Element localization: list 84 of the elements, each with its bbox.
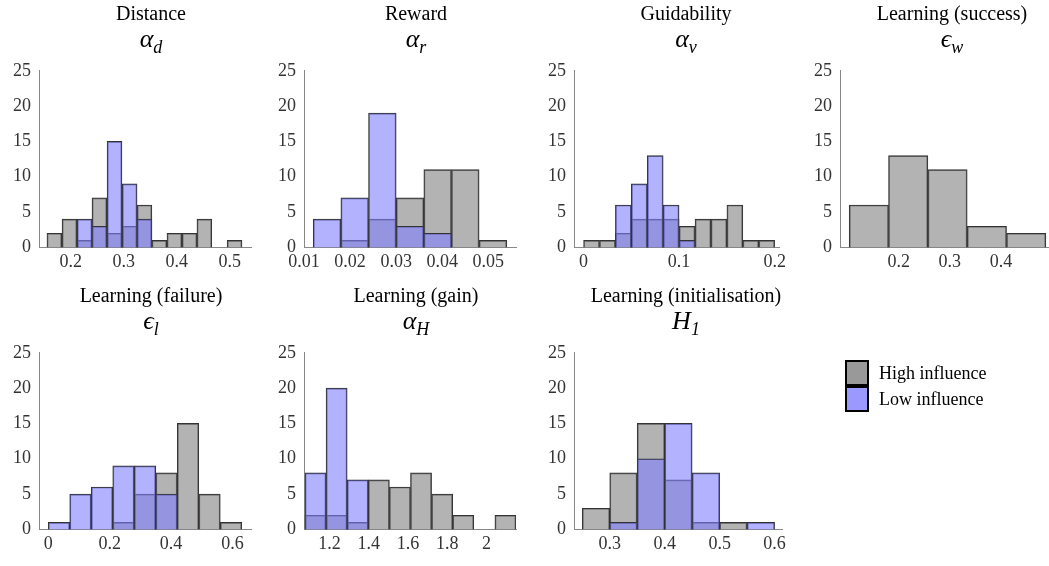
chart-subtitle: ϵ$_{l}$ [143, 306, 159, 341]
y-tick-label: 10 [278, 447, 296, 468]
x-tick-label: 0.04 [426, 250, 459, 271]
y-tick-label: 10 [13, 447, 31, 468]
chart-title: Learning (gain) [352, 284, 480, 307]
y-tick-label: 10 [548, 447, 566, 468]
y-tick-label: 20 [13, 376, 31, 397]
x-tick-label: 0.4 [159, 532, 183, 553]
y-tick-label: 5 [823, 200, 832, 221]
y-tick-label: 20 [13, 94, 31, 115]
y-tick-label: 25 [13, 59, 31, 80]
chart-title: Distance [115, 2, 187, 25]
x-tick-label: 1.6 [396, 532, 420, 553]
y-tick-label: 15 [13, 130, 31, 151]
x-tick-label: 0.05 [472, 250, 505, 271]
legend-label: High influence [879, 362, 987, 384]
y-tick-label: 20 [278, 94, 296, 115]
y-tick-label: 5 [22, 482, 31, 503]
chart-subtitle: α$_{d}$ [138, 24, 164, 59]
y-tick-label: 5 [557, 200, 566, 221]
y-tick-label: 25 [278, 341, 296, 362]
chart-subtitle: ϵ$_{w}$ [940, 24, 964, 59]
chart-title: Guidability [639, 2, 733, 25]
y-tick-label: 15 [278, 412, 296, 433]
x-tick-label: 0.6 [763, 532, 786, 553]
y-tick-label: 0 [22, 236, 31, 257]
x-tick-label: 0.3 [112, 250, 136, 271]
y-tick-label: 10 [278, 165, 296, 186]
y-tick-label: 20 [548, 376, 566, 397]
y-tick-label: 5 [557, 482, 566, 503]
y-tick-label: 20 [548, 94, 566, 115]
x-tick-label: 0.3 [938, 250, 962, 271]
chart-title: Reward [383, 2, 449, 25]
x-tick-label: 1.8 [436, 532, 459, 553]
x-tick-label: 0.4 [653, 532, 676, 553]
y-tick-label: 25 [814, 59, 832, 80]
chart-title: Learning (success) [875, 2, 1029, 25]
y-tick-label: 5 [22, 200, 31, 221]
x-tick-label: 0.2 [763, 250, 786, 271]
y-tick-label: 0 [287, 518, 296, 539]
legend-label: Low influence [879, 388, 984, 410]
x-tick-label: 0.2 [59, 250, 83, 271]
x-tick-label: 0.4 [165, 250, 189, 271]
y-tick-label: 5 [287, 482, 296, 503]
y-tick-label: 20 [278, 376, 296, 397]
y-tick-label: 20 [814, 94, 832, 115]
y-tick-label: 15 [278, 130, 296, 151]
y-tick-label: 15 [814, 130, 832, 151]
x-tick-label: 1.2 [318, 532, 341, 553]
y-tick-label: 25 [548, 341, 566, 362]
y-tick-label: 15 [548, 412, 566, 433]
x-tick-label: 0.2 [887, 250, 910, 271]
y-tick-label: 10 [13, 165, 31, 186]
y-tick-label: 15 [548, 130, 566, 151]
y-tick-label: 10 [814, 165, 832, 186]
x-tick-label: 0.1 [667, 250, 691, 271]
x-tick-label: 0.2 [98, 532, 121, 553]
chart-subtitle: α$_{r}$ [404, 24, 428, 59]
chart-subtitle: H$_{1}$ [671, 306, 700, 341]
x-tick-label: 0.3 [598, 532, 621, 553]
chart-title: Learning (failure) [78, 284, 224, 307]
y-tick-label: 25 [548, 59, 566, 80]
y-tick-label: 0 [823, 236, 832, 257]
y-tick-label: 25 [278, 59, 296, 80]
x-tick-label: 0 [43, 532, 53, 553]
x-tick-label: 0.4 [989, 250, 1013, 271]
y-tick-label: 25 [13, 341, 31, 362]
x-tick-label: 0.02 [334, 250, 366, 271]
chart-title: Learning (initialisation) [589, 284, 783, 307]
y-tick-label: 0 [22, 518, 31, 539]
x-tick-label: 0.6 [221, 532, 244, 553]
x-tick-label: 1.4 [357, 532, 381, 553]
x-tick-label: 0 [579, 250, 589, 271]
chart-subtitle: α$_{H}$ [402, 306, 431, 341]
x-tick-label: 0.5 [218, 250, 242, 271]
x-tick-label: 0.03 [380, 250, 412, 271]
chart-subtitle: α$_{v}$ [675, 24, 697, 59]
y-tick-label: 15 [13, 412, 31, 433]
y-tick-label: 10 [548, 165, 566, 186]
y-tick-label: 0 [557, 518, 566, 539]
y-tick-label: 5 [287, 200, 296, 221]
x-tick-label: 2 [482, 532, 492, 553]
y-tick-label: 0 [557, 236, 566, 257]
x-tick-label: 0.5 [708, 532, 731, 553]
